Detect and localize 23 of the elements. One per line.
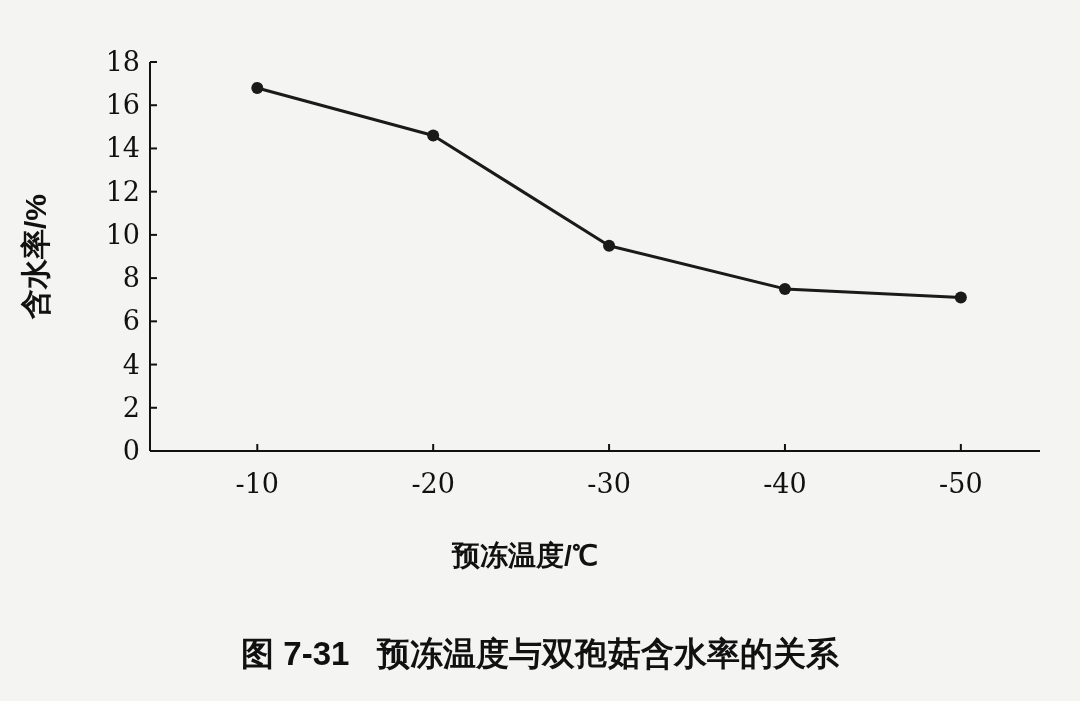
text: 图 7-31 预冻温度与双孢菇含水率的关系: [241, 635, 840, 672]
x-tick-label: -10: [235, 468, 280, 499]
point: [603, 239, 616, 252]
y-tick-label: 0: [122, 435, 140, 466]
point: [954, 291, 967, 304]
y-tick-label: 8: [122, 262, 140, 294]
x-tick-label: -40: [763, 468, 807, 499]
x-tick-label: -50: [939, 468, 983, 499]
point: [251, 81, 264, 94]
point: [778, 282, 791, 295]
y-tick-label: 10: [105, 218, 140, 250]
y-axis-title: 含水率/%: [19, 193, 52, 321]
x-axis-title: 预冻温度/℃: [451, 540, 598, 571]
y-tick-label: 2: [122, 391, 140, 423]
y-tick-label: 12: [105, 175, 140, 207]
y-tick-label: 16: [105, 89, 140, 121]
y-tick-label: 14: [105, 132, 140, 164]
y-tick-label: 4: [122, 348, 140, 380]
y-tick-label: 18: [105, 46, 140, 77]
x-tick-label: -30: [587, 468, 631, 499]
x-tick-label: -20: [411, 468, 455, 499]
point: [427, 129, 440, 142]
y-tick-label: 6: [122, 305, 140, 337]
